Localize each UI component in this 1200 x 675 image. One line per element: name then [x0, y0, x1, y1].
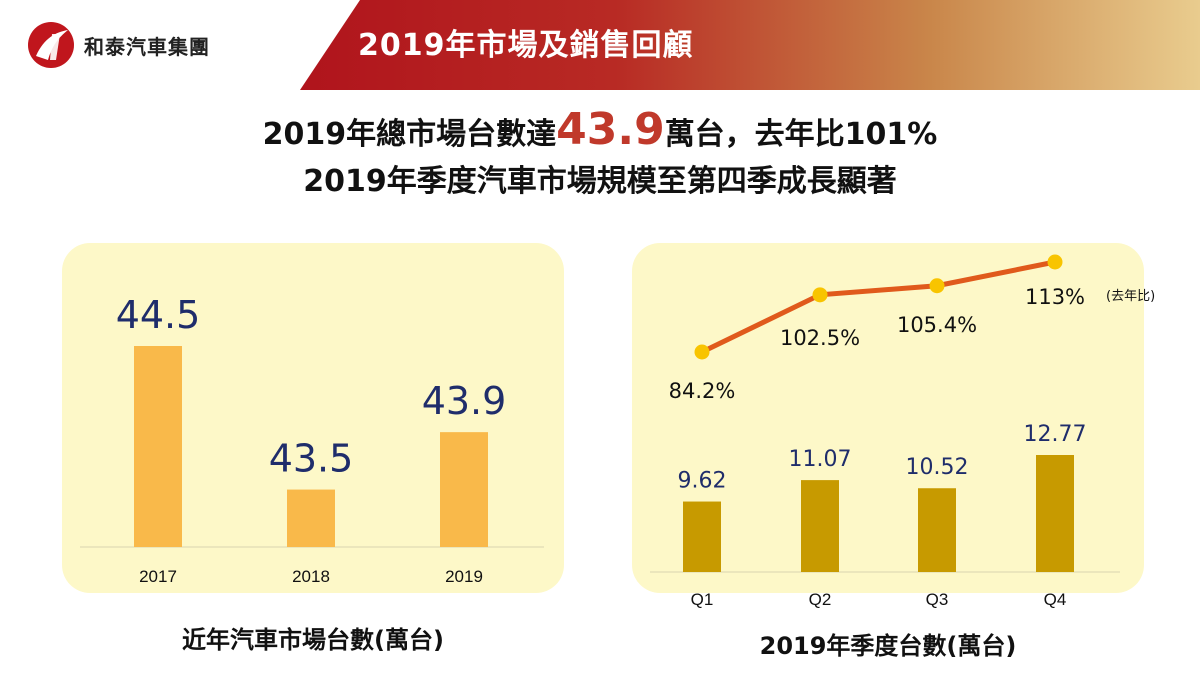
logo: 和泰汽車集團	[26, 20, 210, 70]
quarterly-tick-label-Q3: Q3	[926, 590, 949, 609]
quarterly-bar-Q1	[683, 501, 721, 572]
yoy-marker-Q2	[812, 287, 828, 303]
quarterly-chart-caption: 2019年季度台數(萬台)	[759, 632, 1017, 660]
annual-value-label-2017: 44.5	[116, 293, 201, 337]
quarterly-value-label-Q1: 9.62	[678, 469, 727, 494]
headline-line1: 2019年總市場台數達43.9萬台，去年比101%	[0, 104, 1200, 155]
headline-line2: 2019年季度汽車市場規模至第四季成長顯著	[303, 164, 897, 199]
quarterly-tick-label-Q2: Q2	[809, 590, 832, 609]
yoy-label-Q4: 113%	[1025, 285, 1085, 309]
annual-value-label-2019: 43.9	[422, 379, 507, 423]
headline-prefix: 2019年總市場台數達	[262, 117, 557, 152]
quarterly-value-label-Q4: 12.77	[1024, 422, 1087, 447]
annual-value-label-2018: 43.5	[269, 437, 354, 481]
annual-chart-caption: 近年汽車市場台數(萬台)	[182, 626, 444, 654]
quarterly-bar-Q3	[918, 488, 956, 572]
annual-bar-2019	[440, 432, 488, 547]
yoy-marker-Q4	[1047, 254, 1063, 270]
quarterly-tick-label-Q4: Q4	[1044, 590, 1067, 609]
page-title: 2019年市場及銷售回顧	[358, 28, 694, 63]
annual-tick-label-2018: 2018	[292, 567, 330, 586]
headline-suffix: 萬台，去年比101%	[664, 117, 938, 152]
quarterly-bar-Q2	[801, 480, 839, 572]
quarterly-tick-label-Q1: Q1	[691, 590, 714, 609]
yoy-line	[700, 259, 1056, 355]
yoy-label-Q3: 105.4%	[897, 313, 977, 337]
yoy-marker-Q3	[929, 278, 945, 294]
headline-big-number: 43.9	[556, 104, 665, 155]
company-name: 和泰汽車集團	[84, 34, 210, 59]
annual-tick-label-2017: 2017	[139, 567, 177, 586]
yoy-note: (去年比)	[1106, 289, 1155, 304]
annual-bar-2018	[287, 489, 335, 547]
title-banner	[300, 0, 1200, 90]
quarterly-value-label-Q2: 11.07	[789, 447, 852, 472]
quarterly-value-label-Q3: 10.52	[906, 455, 969, 480]
annual-bar-2017	[134, 346, 182, 547]
yoy-marker-Q1	[694, 344, 710, 360]
yoy-label-Q1: 84.2%	[669, 379, 736, 403]
hotai-logo-icon	[28, 22, 74, 68]
quarterly-bar-Q4	[1036, 455, 1074, 572]
annual-tick-label-2019: 2019	[445, 567, 483, 586]
yoy-label-Q2: 102.5%	[780, 326, 860, 350]
header: 和泰汽車集團 2019年市場及銷售回顧	[0, 0, 1200, 90]
